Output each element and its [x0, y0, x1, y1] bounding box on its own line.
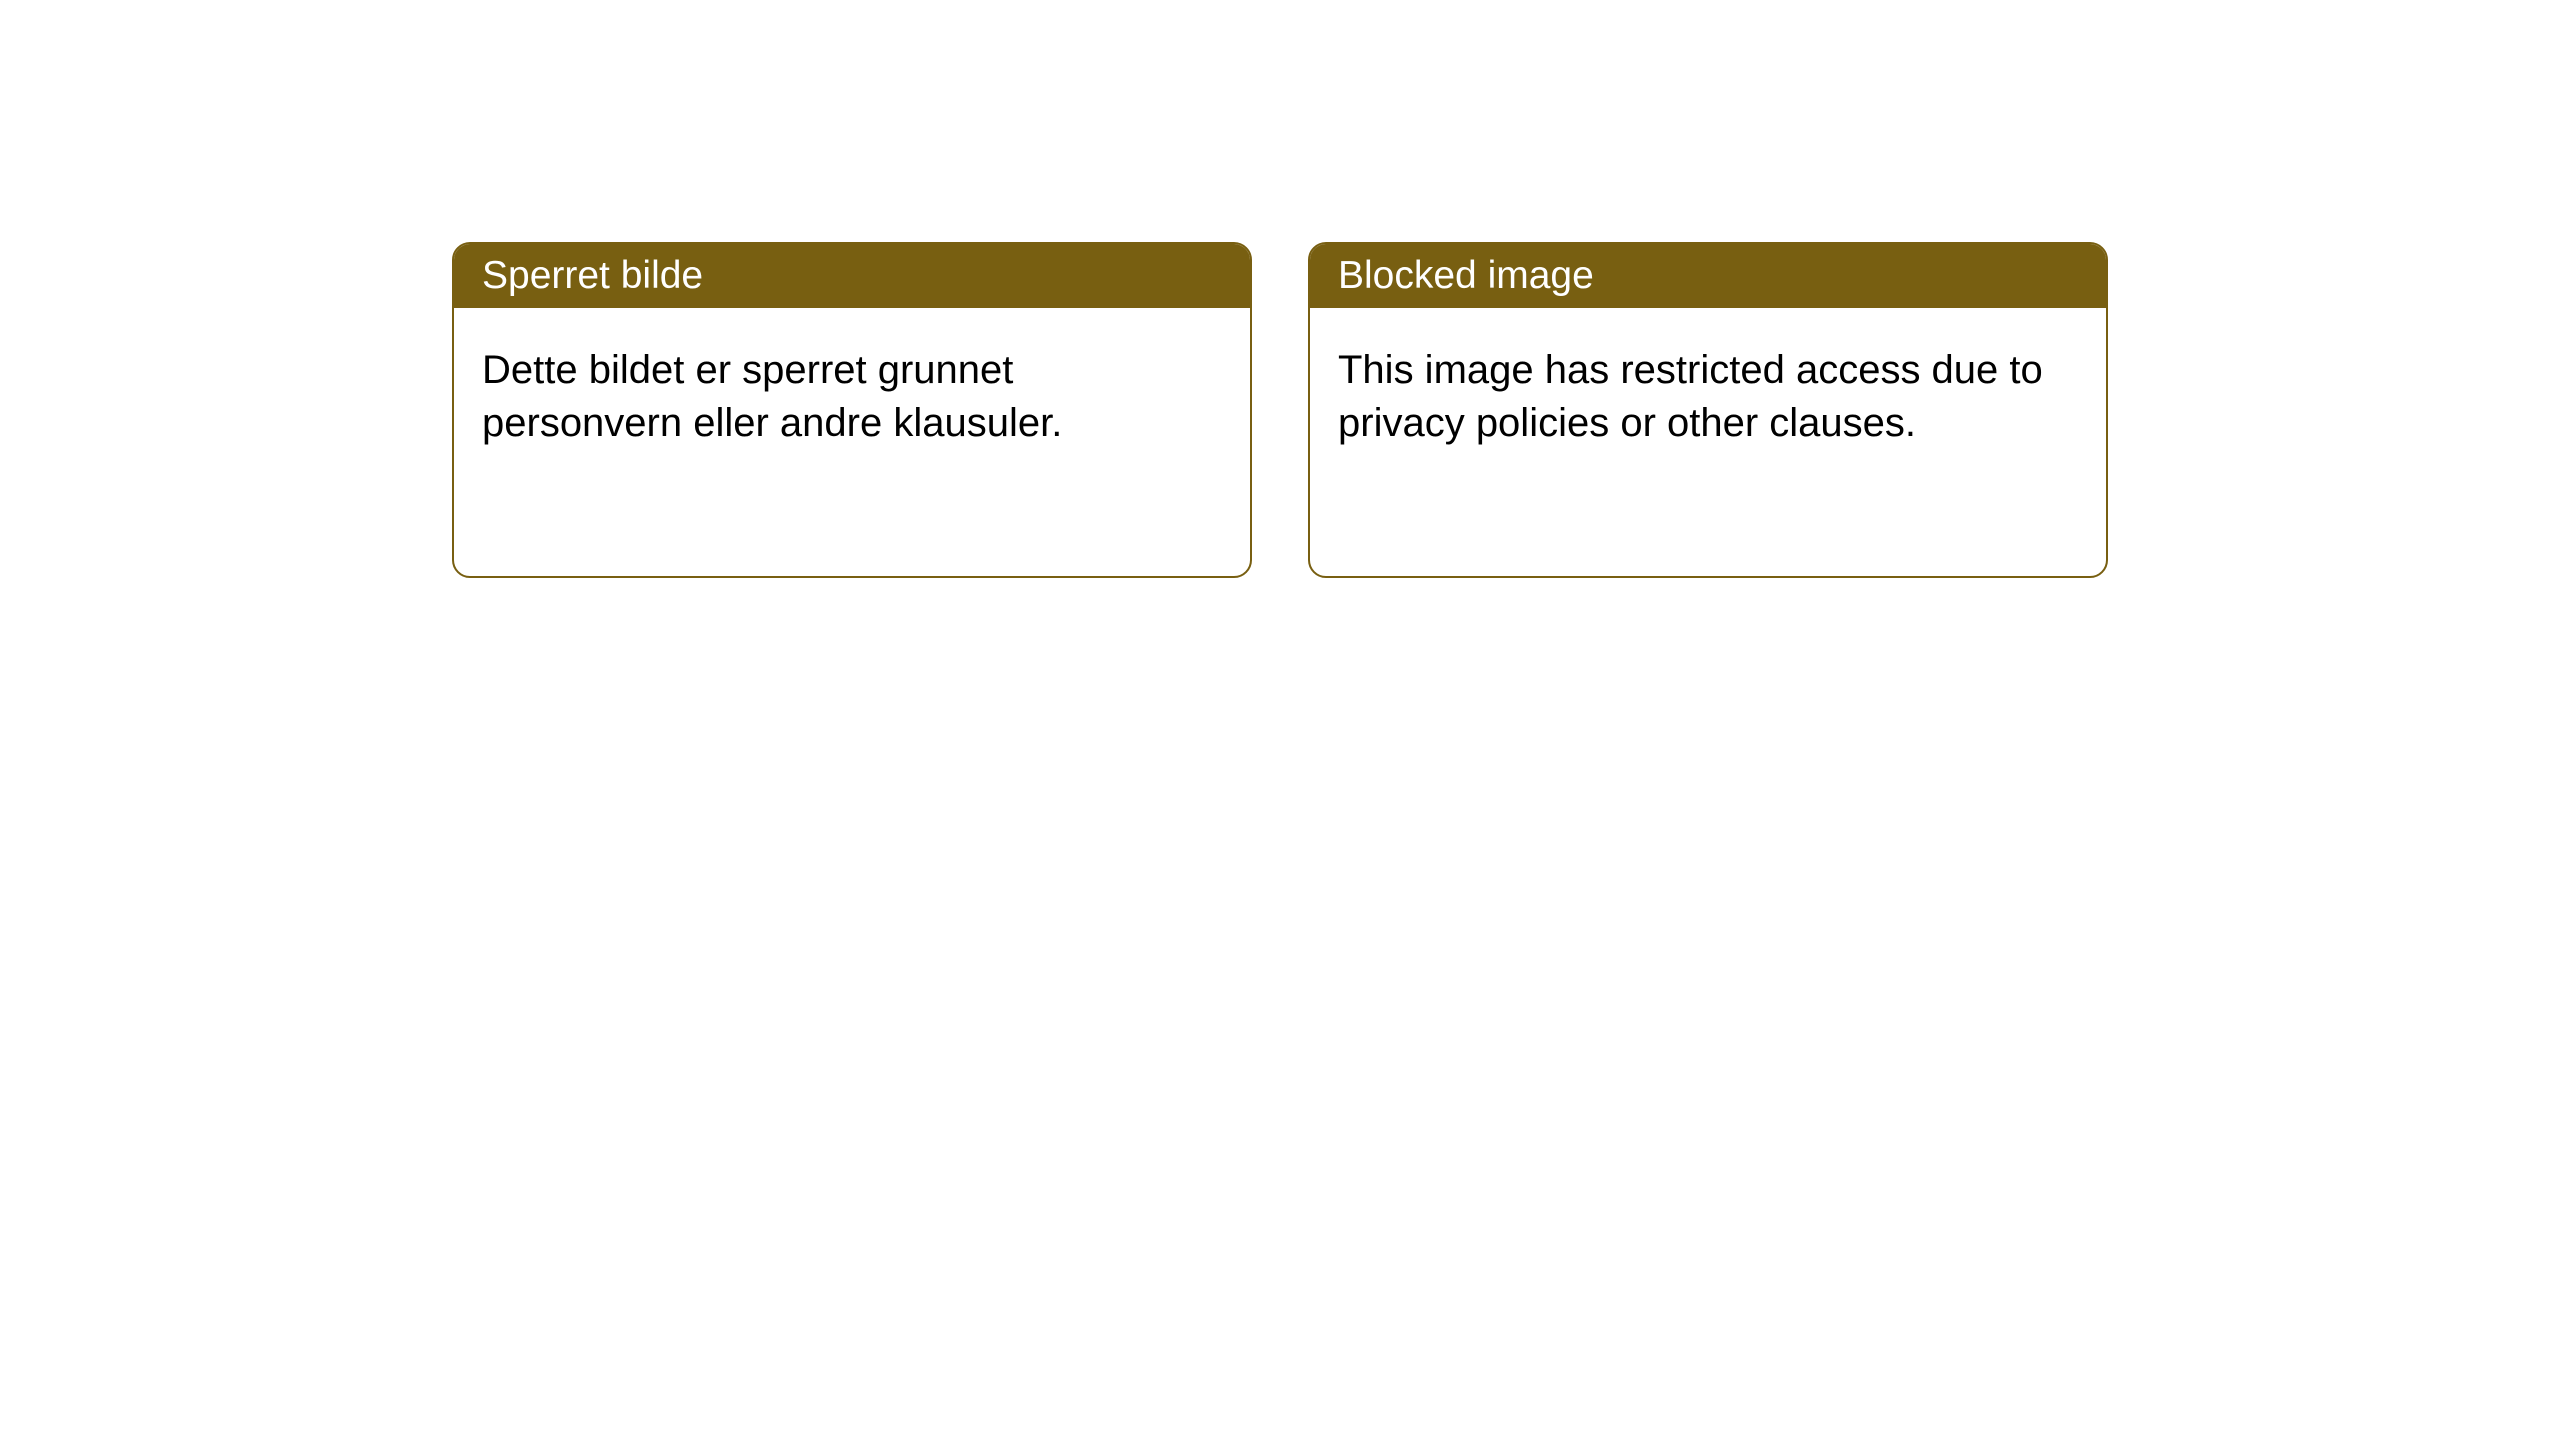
- card-body-norwegian: Dette bildet er sperret grunnet personve…: [454, 308, 1250, 486]
- blocked-image-card-norwegian: Sperret bilde Dette bildet er sperret gr…: [452, 242, 1252, 578]
- card-body-english: This image has restricted access due to …: [1310, 308, 2106, 486]
- card-header-english: Blocked image: [1310, 244, 2106, 308]
- blocked-image-card-english: Blocked image This image has restricted …: [1308, 242, 2108, 578]
- notice-container: Sperret bilde Dette bildet er sperret gr…: [452, 242, 2108, 578]
- card-header-norwegian: Sperret bilde: [454, 244, 1250, 308]
